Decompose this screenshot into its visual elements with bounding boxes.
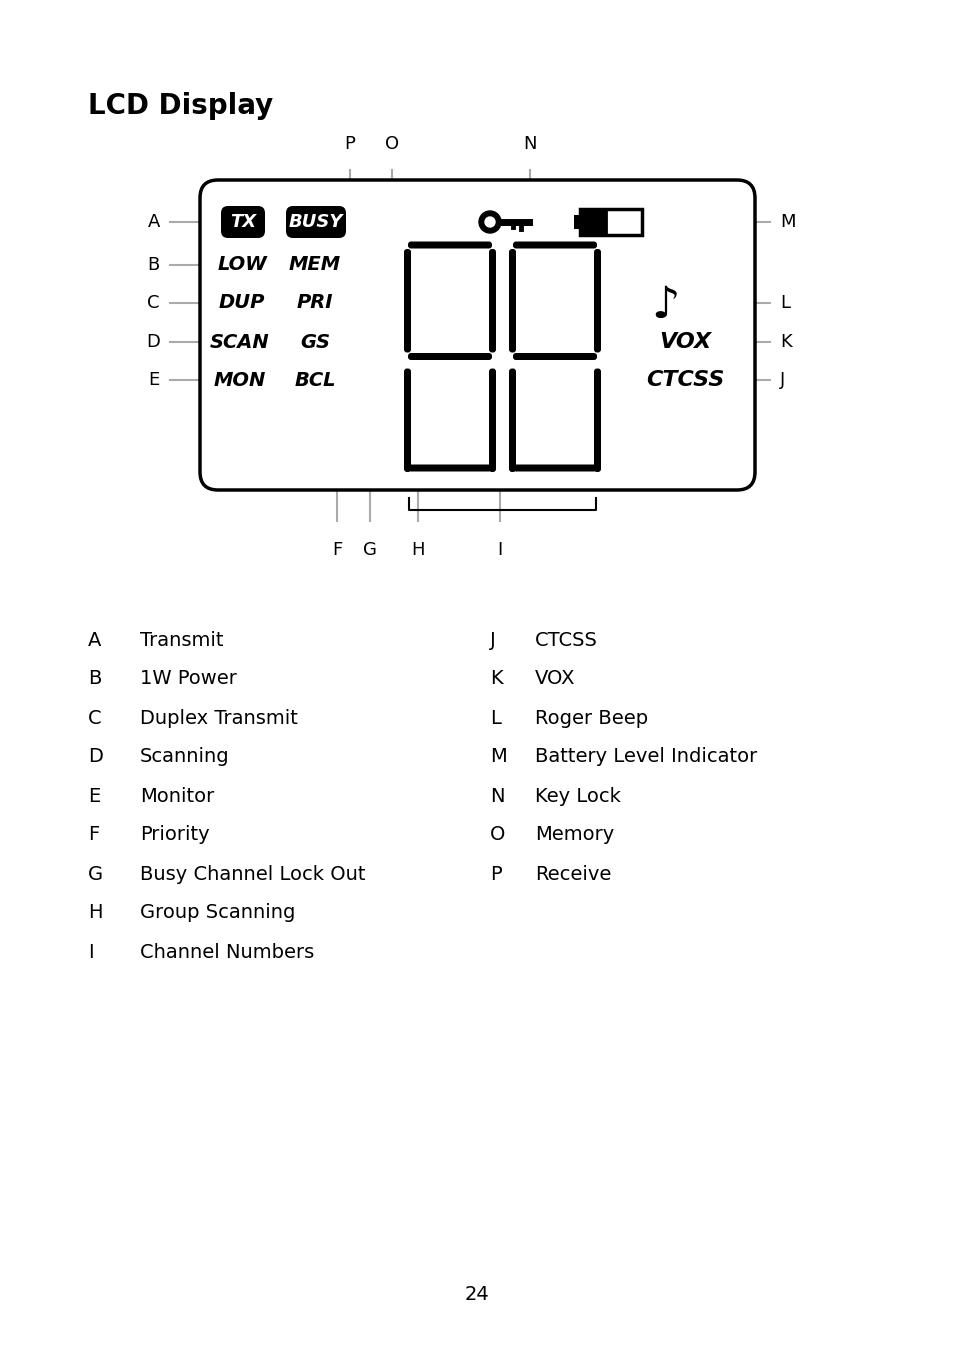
Text: B: B [88, 670, 101, 689]
Text: PRI: PRI [296, 293, 333, 312]
Text: C: C [88, 709, 102, 728]
Text: BCL: BCL [294, 370, 335, 390]
FancyBboxPatch shape [513, 464, 597, 472]
Text: M: M [490, 748, 506, 767]
Text: K: K [490, 670, 502, 689]
Text: G: G [88, 865, 103, 884]
Text: J: J [490, 631, 496, 650]
Text: O: O [490, 826, 505, 845]
Text: Channel Numbers: Channel Numbers [140, 943, 314, 962]
Text: A: A [148, 213, 160, 231]
Text: Busy Channel Lock Out: Busy Channel Lock Out [140, 865, 365, 884]
Text: Receive: Receive [535, 865, 611, 884]
FancyBboxPatch shape [509, 249, 516, 352]
FancyBboxPatch shape [408, 464, 492, 472]
FancyBboxPatch shape [594, 249, 600, 352]
Text: 24: 24 [464, 1286, 489, 1305]
Text: G: G [363, 541, 376, 560]
FancyBboxPatch shape [509, 369, 516, 472]
Text: BUSY: BUSY [289, 213, 343, 231]
Text: P: P [490, 865, 501, 884]
Text: DUP: DUP [218, 293, 265, 312]
Text: I: I [88, 943, 93, 962]
Text: C: C [148, 295, 160, 312]
Bar [579, 208, 605, 235]
Text: F: F [332, 541, 342, 560]
Text: K: K [780, 334, 791, 351]
Circle shape [478, 211, 500, 233]
Text: L: L [780, 295, 789, 312]
Text: L: L [490, 709, 500, 728]
Text: J: J [780, 371, 784, 389]
Text: VOX: VOX [659, 332, 710, 352]
FancyBboxPatch shape [408, 242, 492, 249]
Text: ♪: ♪ [650, 284, 679, 327]
Text: LOW: LOW [217, 256, 267, 274]
Text: GS: GS [299, 332, 330, 351]
Text: D: D [146, 334, 160, 351]
Text: Monitor: Monitor [140, 787, 214, 806]
Text: E: E [88, 787, 100, 806]
Text: LCD Display: LCD Display [88, 91, 273, 120]
Text: B: B [148, 256, 160, 274]
Circle shape [484, 217, 495, 227]
FancyBboxPatch shape [221, 206, 265, 238]
FancyBboxPatch shape [489, 369, 496, 472]
Text: M: M [780, 213, 795, 231]
Text: H: H [88, 904, 102, 923]
Text: Roger Beep: Roger Beep [535, 709, 647, 728]
Bar [574, 215, 579, 229]
Text: Group Scanning: Group Scanning [140, 904, 295, 923]
Text: I: I [497, 541, 502, 560]
Text: N: N [522, 134, 537, 153]
FancyBboxPatch shape [489, 249, 496, 352]
Text: MEM: MEM [289, 256, 341, 274]
Text: Key Lock: Key Lock [535, 787, 620, 806]
Text: A: A [88, 631, 101, 650]
Text: VOX: VOX [535, 670, 575, 689]
Text: F: F [88, 826, 99, 845]
Text: Scanning: Scanning [140, 748, 230, 767]
FancyBboxPatch shape [513, 352, 597, 360]
Text: E: E [149, 371, 160, 389]
Text: D: D [88, 748, 103, 767]
FancyBboxPatch shape [200, 180, 754, 490]
FancyBboxPatch shape [513, 242, 597, 249]
Text: N: N [490, 787, 504, 806]
Text: Duplex Transmit: Duplex Transmit [140, 709, 297, 728]
Bar [579, 208, 641, 235]
Text: CTCSS: CTCSS [535, 631, 598, 650]
FancyBboxPatch shape [594, 369, 600, 472]
Text: Memory: Memory [535, 826, 614, 845]
Text: Battery Level Indicator: Battery Level Indicator [535, 748, 757, 767]
FancyBboxPatch shape [403, 369, 411, 472]
FancyBboxPatch shape [408, 352, 492, 360]
Text: 1W Power: 1W Power [140, 670, 236, 689]
Text: Priority: Priority [140, 826, 210, 845]
Text: CTCSS: CTCSS [645, 370, 723, 390]
Text: MON: MON [213, 370, 266, 390]
Text: O: O [384, 134, 398, 153]
Text: P: P [344, 134, 355, 153]
Text: TX: TX [230, 213, 255, 231]
FancyBboxPatch shape [403, 249, 411, 352]
FancyBboxPatch shape [286, 206, 346, 238]
Text: Transmit: Transmit [140, 631, 223, 650]
Text: SCAN: SCAN [210, 332, 270, 351]
Text: H: H [411, 541, 424, 560]
